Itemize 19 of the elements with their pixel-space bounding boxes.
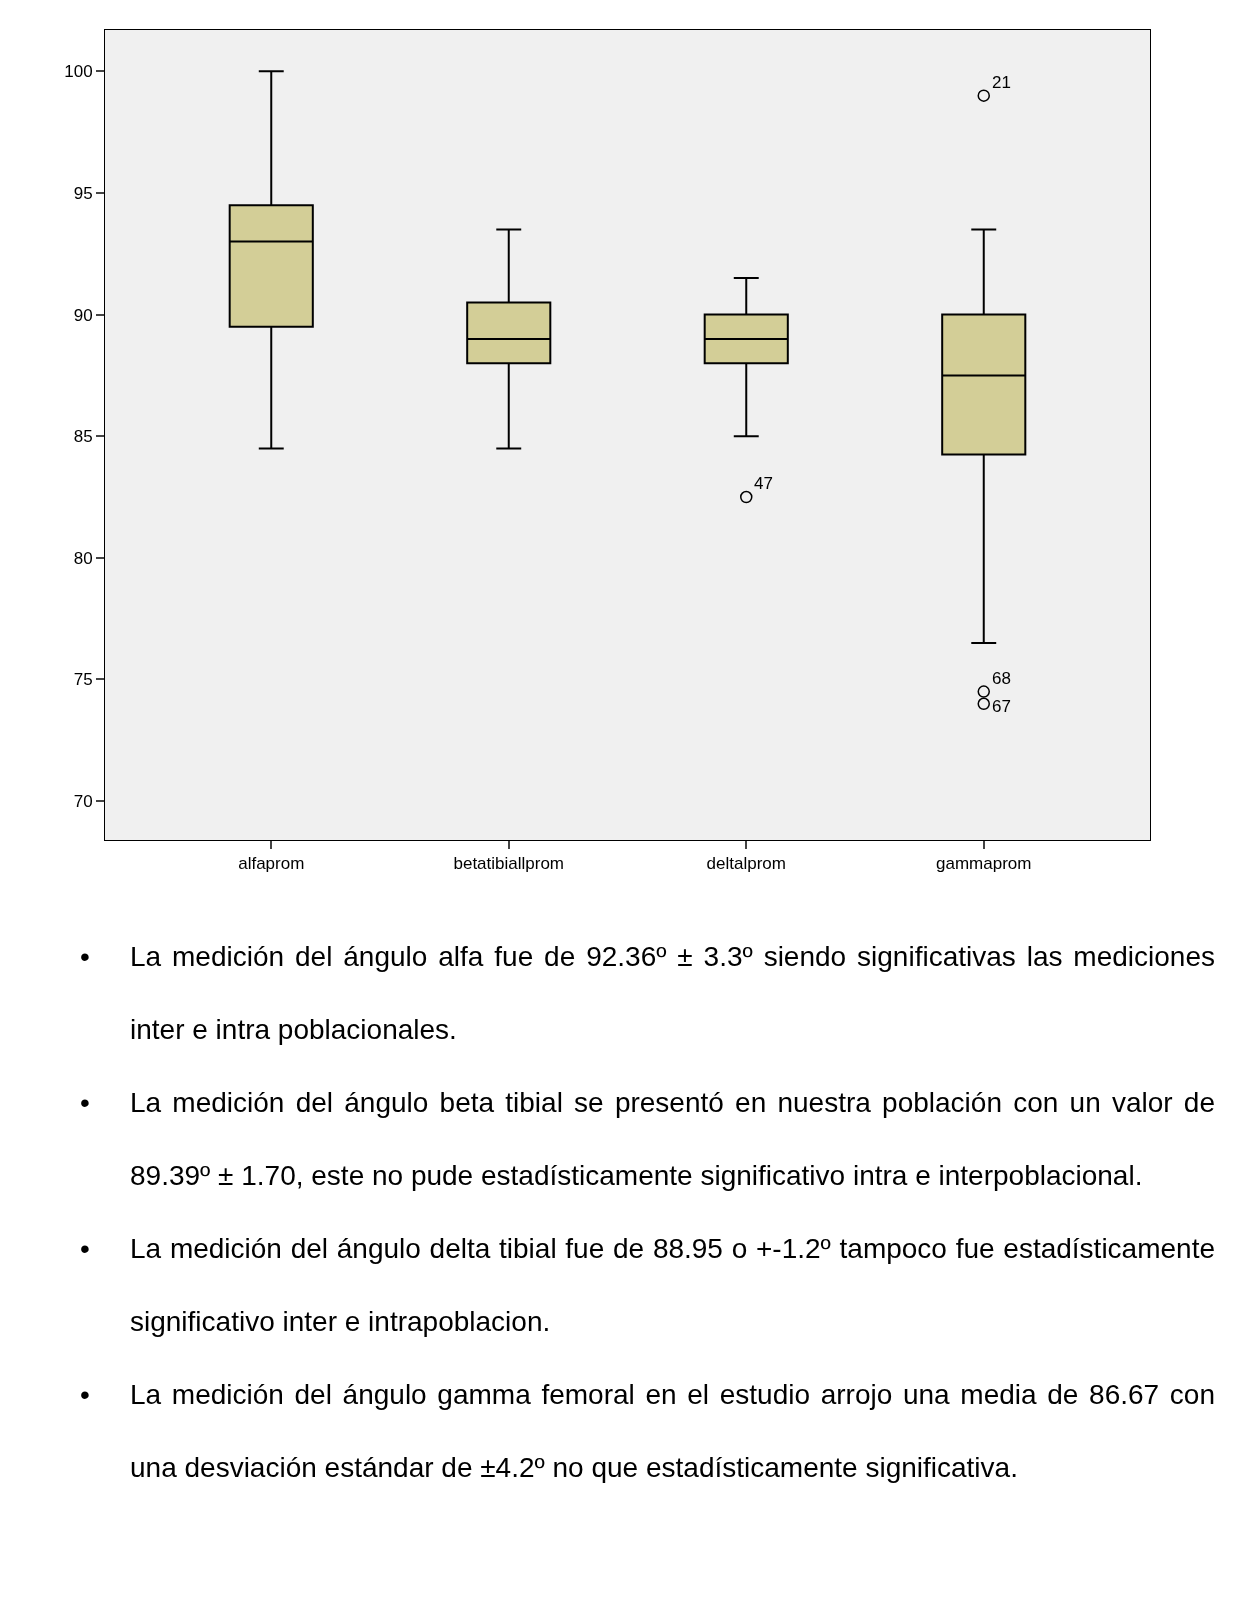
text: • La medición del ángulo delta tibial fue de 88.95 o +-1.2º tampoco fue estadísticamente significativo inter e intrapoblacion. — [80, 1233, 1215, 1337]
annotation: 21 — [992, 73, 1011, 92]
x-tick-label: betatibiallprom — [453, 854, 565, 874]
y-tick-label: 85 — [73, 427, 93, 447]
y-tick-label: 90 — [73, 305, 93, 325]
x-tick-label: alfaprom — [238, 854, 305, 874]
text: • La medición del ángulo beta tibial se presentó en nuestra población con un valor de 89.39º ± 1.70, este no pude estadísticamente significativo intra e interpoblacional. — [80, 1087, 1215, 1191]
text: • La medición del ángulo alfa fue de 92.36º ± 3.3º siendo significativas las mediciones inter e intra poblacionales. — [80, 941, 1215, 1045]
x-tick-label: deltalprom — [706, 854, 786, 874]
y-tick-label: 95 — [73, 183, 93, 203]
y-tick-label: 70 — [73, 792, 93, 812]
y-tick-label: 100 — [64, 62, 93, 82]
annotation: 47 — [754, 474, 773, 493]
annotation: 67 — [992, 697, 1011, 716]
x-tick-label: gammaprom — [936, 854, 1032, 874]
text: • La medición del ángulo gamma femoral en el estudio arrojo una media de 86.67 con una desviación estándar de ±4.2º no que estadísticamente significativa. — [80, 1379, 1215, 1483]
y-tick-label: 80 — [73, 548, 93, 568]
y-tick-label: 75 — [73, 670, 93, 690]
annotation: 68 — [992, 669, 1011, 688]
